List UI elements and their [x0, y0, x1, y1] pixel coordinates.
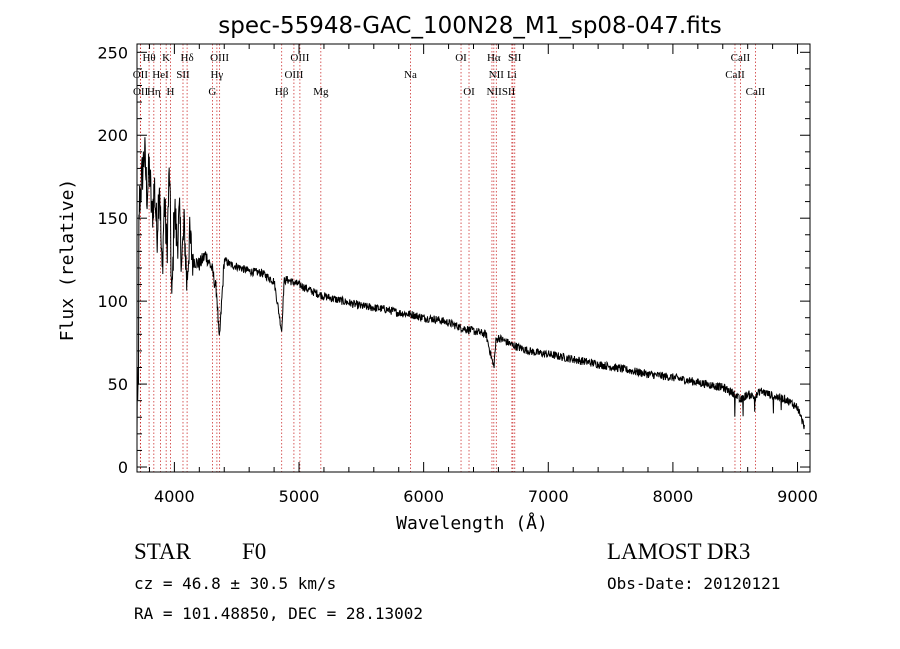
y-tick-label: 150: [97, 209, 128, 228]
emission-line-markers: [139, 44, 756, 472]
line-label: K: [162, 52, 170, 64]
line-label: Hδ: [181, 52, 194, 64]
observation-date: Obs-Date: 20120121: [607, 574, 780, 593]
line-label: OIII: [284, 69, 303, 81]
line-label: Na: [404, 69, 417, 81]
y-tick-label: 100: [97, 292, 128, 311]
spectrum-layer: [136, 137, 805, 437]
x-tick-label: 5000: [279, 487, 320, 506]
x-tick-label: 7000: [528, 487, 569, 506]
line-label: HeI: [152, 69, 169, 81]
line-label: H: [167, 86, 175, 98]
y-axis: 0 50 100 150 200 250: [97, 43, 810, 477]
emission-line-labels: Hθ K Hδ OIII OIII OI Hα SII CaII OII HeI SII Hγ OIII N…: [133, 52, 766, 98]
line-label: OIII: [290, 52, 309, 64]
y-tick-label: 50: [108, 375, 128, 394]
line-label: G: [208, 86, 216, 98]
line-label: NII: [489, 69, 505, 81]
chart-title: spec-55948-GAC_100N28_M1_sp08-047.fits: [218, 13, 721, 39]
y-axis-label: Flux (relative): [57, 179, 78, 342]
line-label: Hα: [487, 52, 501, 64]
line-label: NIISII: [487, 86, 516, 98]
x-tick-label: 9000: [777, 487, 818, 506]
line-label: SII: [508, 52, 522, 64]
velocity-readout: cz = 46.8 ± 30.5 km/s: [134, 574, 336, 593]
line-label: SII: [176, 69, 190, 81]
line-label: Hθ: [142, 52, 155, 64]
line-label: OIII: [210, 52, 229, 64]
line-label: OI: [455, 52, 467, 64]
line-label: CaII: [746, 86, 766, 98]
y-tick-label: 200: [97, 126, 128, 145]
survey-name: LAMOST DR3: [607, 539, 750, 564]
line-label: OII: [133, 69, 149, 81]
line-label: CaII: [731, 52, 751, 64]
line-label: Hγ: [210, 69, 223, 81]
object-subclass: F0: [242, 539, 266, 564]
line-label: Mg: [313, 86, 329, 98]
line-label: Hη: [147, 86, 161, 98]
y-tick-label: 0: [118, 458, 128, 477]
plot-frame: [136, 43, 811, 473]
x-tick-label: 6000: [403, 487, 444, 506]
coordinates-readout: RA = 101.48850, DEC = 28.13002: [134, 604, 423, 623]
line-label: Li: [507, 69, 517, 81]
object-class: STAR: [134, 539, 192, 564]
line-label: OI: [463, 86, 475, 98]
x-tick-label: 8000: [653, 487, 694, 506]
y-tick-label: 250: [97, 43, 128, 62]
spectrum-line: [136, 137, 805, 437]
line-label: Hβ: [275, 86, 289, 98]
x-axis-label: Wavelength (Å): [396, 512, 548, 534]
x-tick-label: 4000: [154, 487, 195, 506]
x-axis: 4000 5000 6000 7000 8000 9000: [148, 44, 818, 506]
line-label: CaII: [725, 69, 745, 81]
